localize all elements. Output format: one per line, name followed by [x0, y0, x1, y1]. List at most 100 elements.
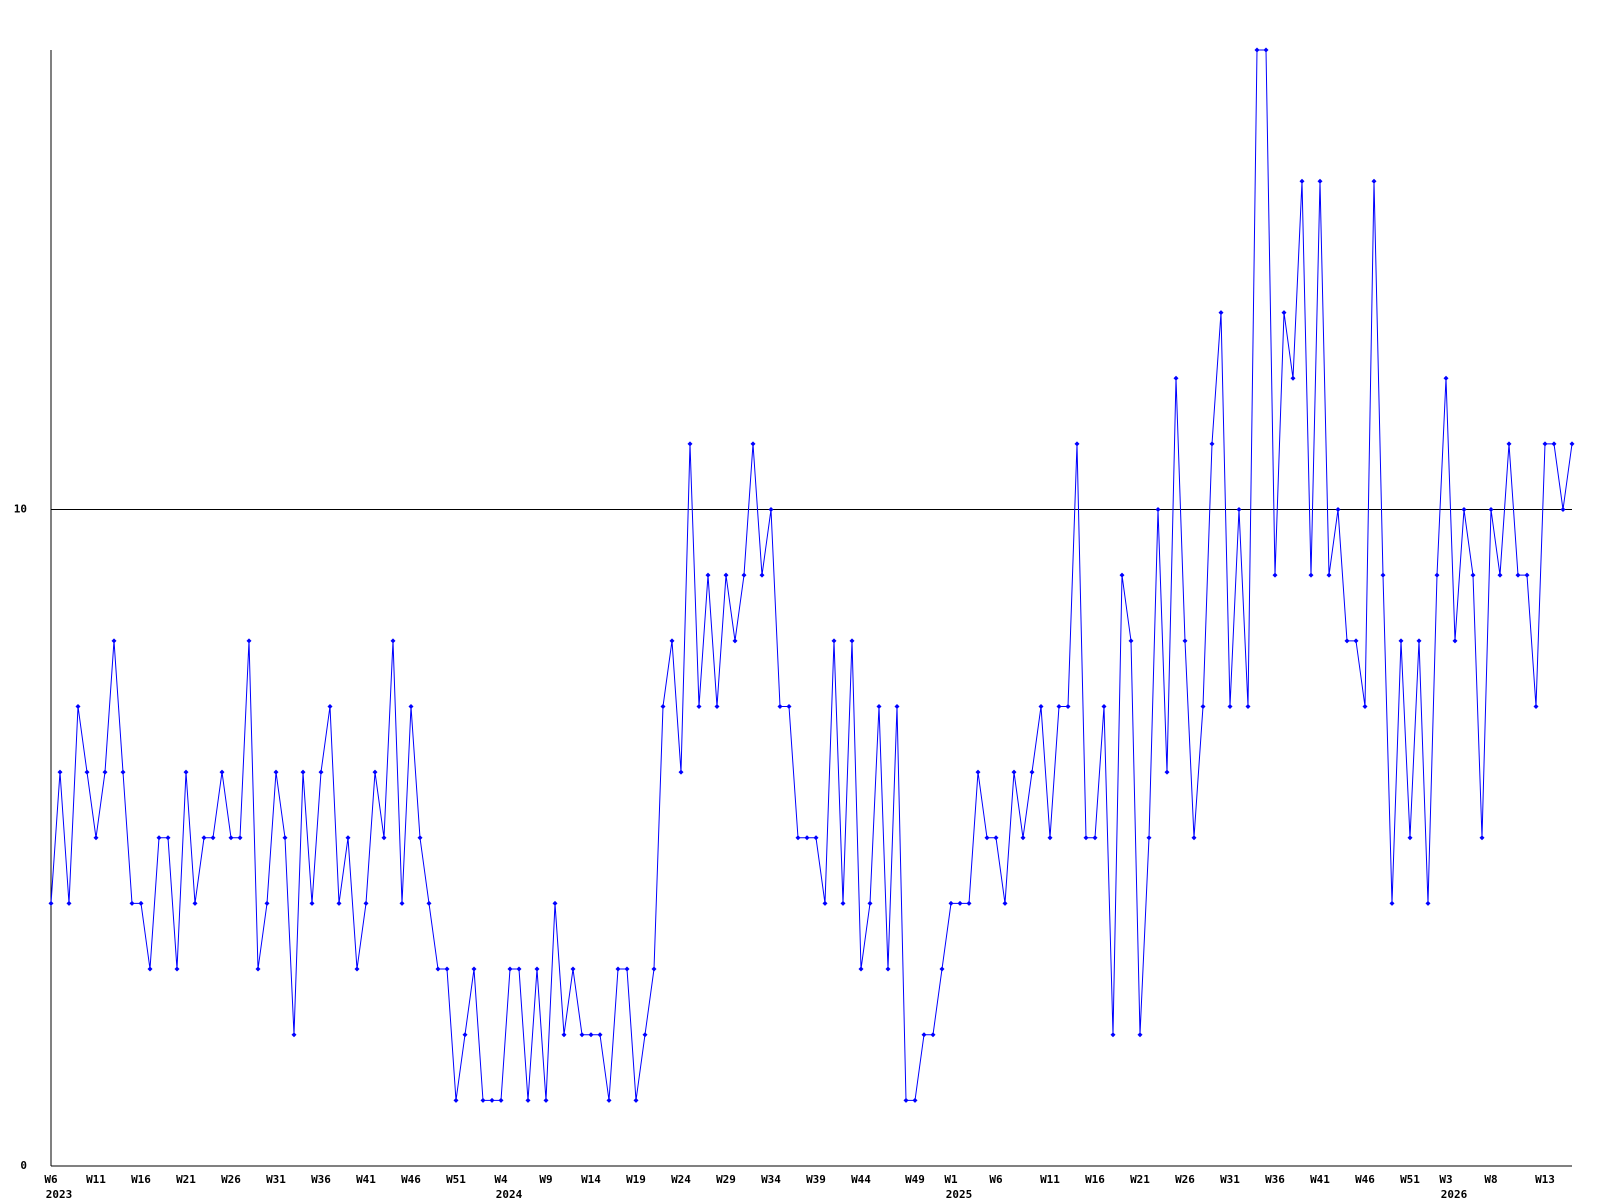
data-point [921, 1032, 927, 1038]
data-point [1434, 572, 1440, 578]
data-point [1407, 835, 1413, 841]
data-point [1551, 441, 1557, 447]
data-point [1254, 47, 1260, 53]
data-point [642, 1032, 648, 1038]
data-point [975, 769, 981, 775]
data-point [1011, 769, 1017, 775]
data-point [759, 572, 765, 578]
year-label: 2024 [496, 1188, 523, 1200]
data-point [993, 835, 999, 841]
data-point [984, 835, 990, 841]
data-point [1335, 507, 1341, 513]
data-point [84, 769, 90, 775]
data-point [1533, 703, 1539, 709]
x-tick-label: W9 [539, 1173, 552, 1186]
data-point [1569, 441, 1575, 447]
data-point [408, 703, 414, 709]
data-point [174, 966, 180, 972]
data-point [948, 900, 954, 906]
data-point [867, 900, 873, 906]
data-point [525, 1097, 531, 1103]
data-point [903, 1097, 909, 1103]
x-tick-label: W36 [1265, 1173, 1285, 1186]
data-point [201, 835, 207, 841]
data-point [318, 769, 324, 775]
data-point [1281, 310, 1287, 316]
data-point [705, 572, 711, 578]
data-point [1488, 507, 1494, 513]
x-tick-label: W11 [1040, 1173, 1060, 1186]
data-point [1047, 835, 1053, 841]
data-point [714, 703, 720, 709]
data-point [120, 769, 126, 775]
data-point [777, 703, 783, 709]
data-point [1128, 638, 1134, 644]
x-tick-label: W31 [266, 1173, 286, 1186]
data-point [480, 1097, 486, 1103]
data-point [741, 572, 747, 578]
data-point [723, 572, 729, 578]
data-point [669, 638, 675, 644]
year-label: 2023 [46, 1188, 73, 1200]
data-line [50, 49, 1573, 1101]
data-point [210, 835, 216, 841]
data-point [282, 835, 288, 841]
data-point [840, 900, 846, 906]
data-point [822, 900, 828, 906]
data-point [1362, 703, 1368, 709]
data-point [597, 1032, 603, 1038]
data-point [534, 966, 540, 972]
data-point [237, 835, 243, 841]
data-point [804, 835, 810, 841]
data-point [57, 769, 63, 775]
data-point [1245, 703, 1251, 709]
data-point [1209, 441, 1215, 447]
data-point [1218, 310, 1224, 316]
data-point [426, 900, 432, 906]
x-tick-label: W39 [806, 1173, 826, 1186]
data-point [1110, 1032, 1116, 1038]
x-tick-label: W21 [176, 1173, 196, 1186]
data-point [768, 507, 774, 513]
data-point [165, 835, 171, 841]
data-point [1452, 638, 1458, 644]
data-point [1263, 47, 1269, 53]
x-tick-label: W29 [716, 1173, 736, 1186]
data-point [111, 638, 117, 644]
data-point [381, 835, 387, 841]
data-point [1389, 900, 1395, 906]
data-point [615, 966, 621, 972]
data-point [255, 966, 261, 972]
x-tick-label: W16 [131, 1173, 151, 1186]
data-point [273, 769, 279, 775]
data-point [264, 900, 270, 906]
data-point [363, 900, 369, 906]
data-point [309, 900, 315, 906]
data-point [192, 900, 198, 906]
data-point [1101, 703, 1107, 709]
data-point [1290, 375, 1296, 381]
data-point [372, 769, 378, 775]
data-point [93, 835, 99, 841]
data-point [147, 966, 153, 972]
data-point [1380, 572, 1386, 578]
data-point [786, 703, 792, 709]
data-point [1227, 703, 1233, 709]
data-point [579, 1032, 585, 1038]
data-point [138, 900, 144, 906]
data-point [1074, 441, 1080, 447]
data-point [1515, 572, 1521, 578]
data-point [831, 638, 837, 644]
data-point [1353, 638, 1359, 644]
data-point [1398, 638, 1404, 644]
y-tick-label: 0 [20, 1159, 27, 1172]
data-point [966, 900, 972, 906]
data-point [1092, 835, 1098, 841]
data-point [471, 966, 477, 972]
data-point [390, 638, 396, 644]
data-point [345, 835, 351, 841]
x-tick-label: W36 [311, 1173, 331, 1186]
x-tick-label: W21 [1130, 1173, 1150, 1186]
data-point [444, 966, 450, 972]
data-point [957, 900, 963, 906]
